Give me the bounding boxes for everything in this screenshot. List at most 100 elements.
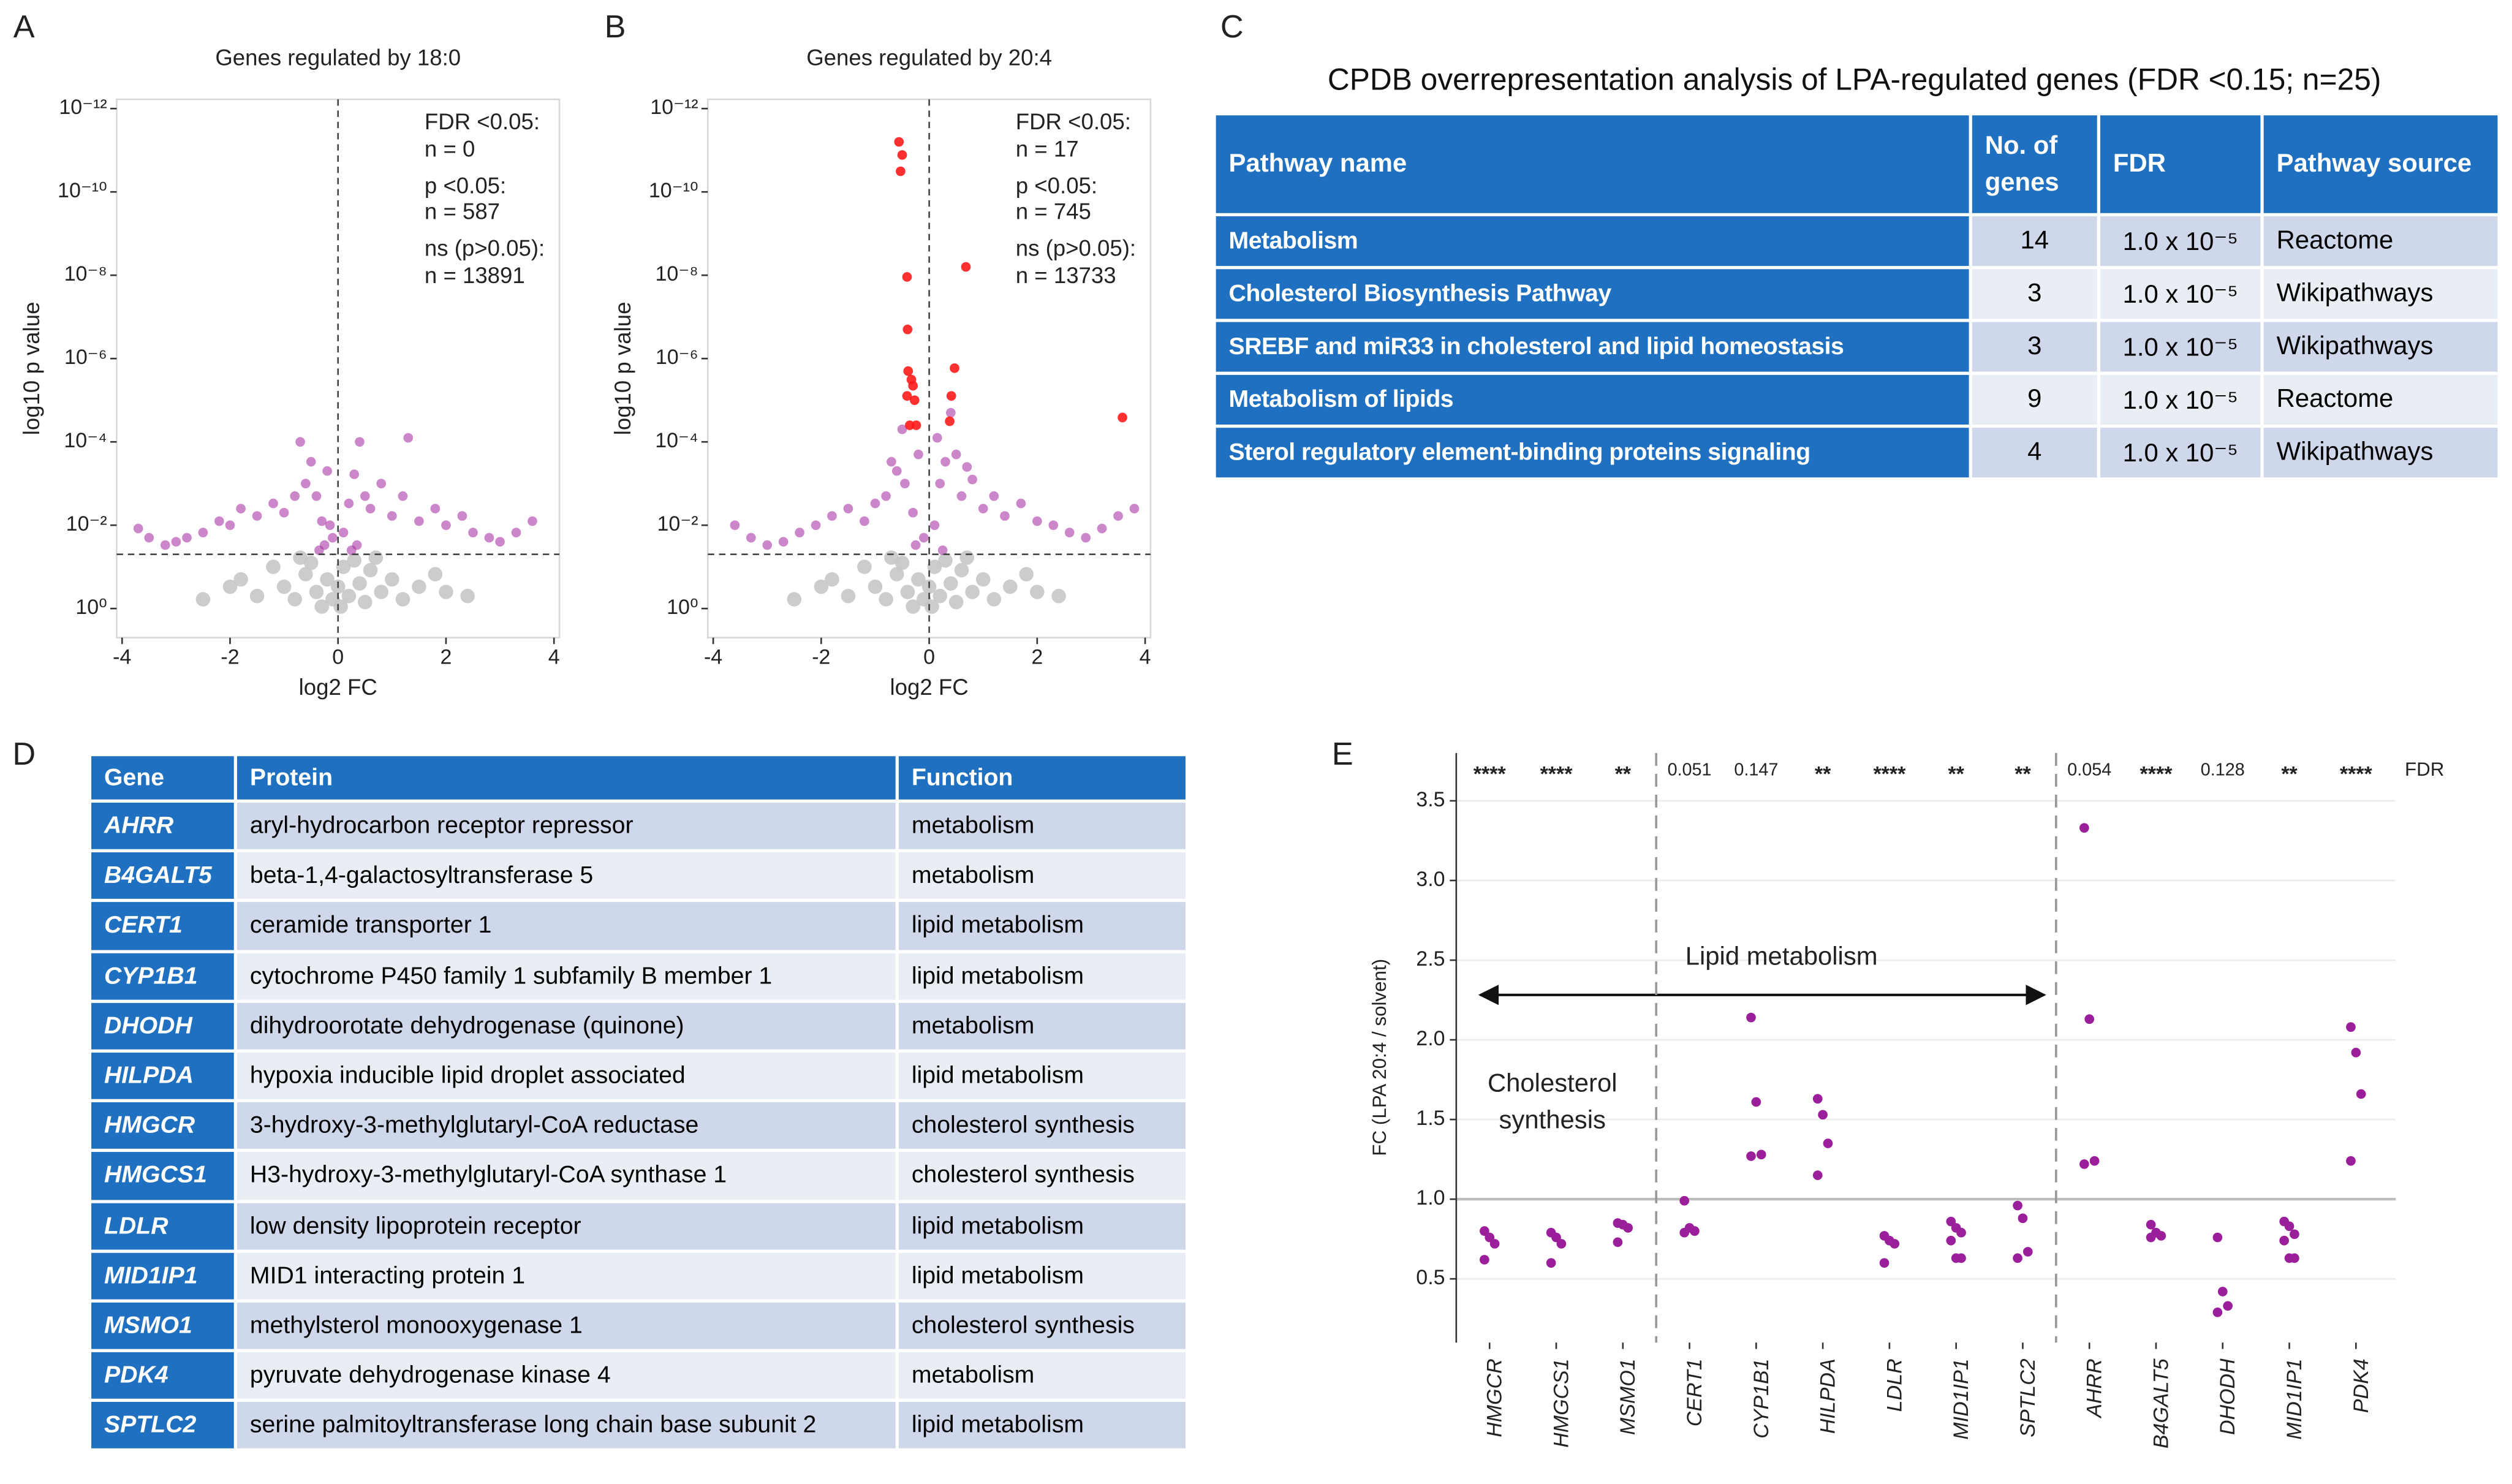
x-tick-label: 2 (1031, 646, 1043, 669)
point (1480, 1255, 1489, 1265)
point (1613, 1237, 1623, 1247)
point (1002, 579, 1018, 594)
point (881, 491, 891, 501)
panel-label: D (12, 736, 36, 772)
point (144, 532, 154, 543)
point (249, 588, 265, 604)
x-tick-label: LDLR (1883, 1358, 1906, 1412)
point (911, 420, 921, 430)
point (325, 520, 335, 531)
row-key: HILPDA (91, 1052, 234, 1100)
point (2223, 1301, 2233, 1311)
table-cell: 3-hydroxy-3-methylglutaryl-CoA reductase (236, 1102, 896, 1149)
point (336, 559, 351, 574)
y-axis-label: FC (LPA 20:4 / solvent) (1369, 959, 1390, 1156)
point (484, 532, 494, 543)
row-key: Metabolism (1216, 216, 1969, 267)
point (333, 599, 348, 614)
point (511, 528, 521, 537)
x-tick-label: CYP1B1 (1750, 1358, 1773, 1438)
annotation: FDR <0.05: (425, 109, 540, 134)
point (894, 137, 904, 147)
point (1818, 1110, 1828, 1120)
point (171, 537, 181, 547)
point (1030, 585, 1045, 599)
point (1000, 511, 1010, 521)
column-header: FDR (2100, 115, 2261, 213)
point (933, 588, 947, 604)
annotation: Lipid metabolism (1685, 942, 1878, 971)
fdr-label: **** (2340, 763, 2373, 786)
point (319, 540, 330, 550)
point (937, 545, 948, 555)
point (233, 572, 248, 587)
point (2279, 1235, 2290, 1246)
row-key: PDK4 (91, 1352, 234, 1399)
point (932, 433, 942, 443)
x-tick-label: MID1IP1 (2283, 1358, 2306, 1439)
point (945, 416, 955, 426)
y-tick-label: 1.5 (1416, 1107, 1445, 1130)
y-tick-label: 10⁰ (75, 596, 107, 619)
point (1812, 1094, 1823, 1104)
table-cell: Wikipathways (2263, 269, 2498, 319)
point (344, 498, 354, 509)
point (906, 599, 920, 614)
pathway-table: Pathway name No. of genes FDR Pathway sourc… (1212, 112, 2500, 480)
fdr-title: FDR (2405, 759, 2444, 780)
table-row: MID1IP1 MID1 interacting protein 1 lipid m… (91, 1252, 1186, 1300)
point (328, 532, 338, 543)
point (1879, 1258, 1890, 1268)
point (279, 507, 289, 518)
table-cell: 3 (1972, 269, 2097, 319)
point (1032, 516, 1042, 526)
point (1546, 1258, 1556, 1268)
panel-label: C (1220, 9, 1244, 45)
point (2290, 1229, 2299, 1240)
point (225, 520, 235, 531)
y-tick-label: 1.0 (1416, 1186, 1445, 1210)
annotation: synthesis (1499, 1105, 1606, 1134)
y-tick-label: 10⁻¹⁰ (58, 179, 107, 202)
table-cell: metabolism (898, 852, 1186, 899)
point (965, 585, 980, 599)
point (1946, 1216, 1956, 1227)
table-row: HMGCR 3-hydroxy-3-methylglutaryl-CoA redu… (91, 1102, 1186, 1149)
x-tick-label: 0 (923, 646, 935, 669)
y-axis-label: log10 p value (610, 302, 635, 436)
table-row: PDK4 pyruvate dehydrogenase kinase 4 metab… (91, 1352, 1186, 1399)
table-cell: 4 (1972, 428, 2097, 478)
y-tick-label: 10⁻⁸ (64, 262, 107, 286)
point (1489, 1239, 1500, 1249)
annotation: ns (p>0.05): (425, 236, 545, 261)
fdr-label: **** (2140, 763, 2173, 786)
point (2212, 1307, 2223, 1317)
point (1113, 511, 1123, 521)
point (897, 424, 907, 434)
point (376, 479, 387, 489)
row-key: LDLR (91, 1202, 234, 1249)
point (387, 511, 397, 521)
point (868, 579, 883, 594)
y-tick-label: 10⁻⁴ (655, 429, 698, 452)
point (1746, 1151, 1756, 1161)
point (1679, 1195, 1690, 1206)
point (843, 504, 853, 513)
point (290, 491, 300, 501)
point (2089, 1156, 2100, 1166)
x-tick-label: 4 (548, 646, 560, 669)
point (950, 363, 959, 373)
point (268, 498, 278, 509)
point (1019, 567, 1034, 581)
point (870, 498, 880, 509)
point (1679, 1227, 1690, 1238)
x-axis-label: log2 FC (299, 675, 377, 700)
gene-table: Gene Protein Function AHRR aryl-hydrocarbon … (88, 753, 1189, 1452)
point (1551, 1232, 1561, 1243)
x-tick-label: MSMO1 (1616, 1358, 1640, 1435)
table-row: DHODH dihydroorotate dehydrogenase (quino… (91, 1002, 1186, 1050)
point (825, 572, 839, 587)
table-cell: 1.0 x 10⁻⁵ (2100, 216, 2261, 267)
point (954, 562, 969, 578)
point (309, 585, 324, 599)
